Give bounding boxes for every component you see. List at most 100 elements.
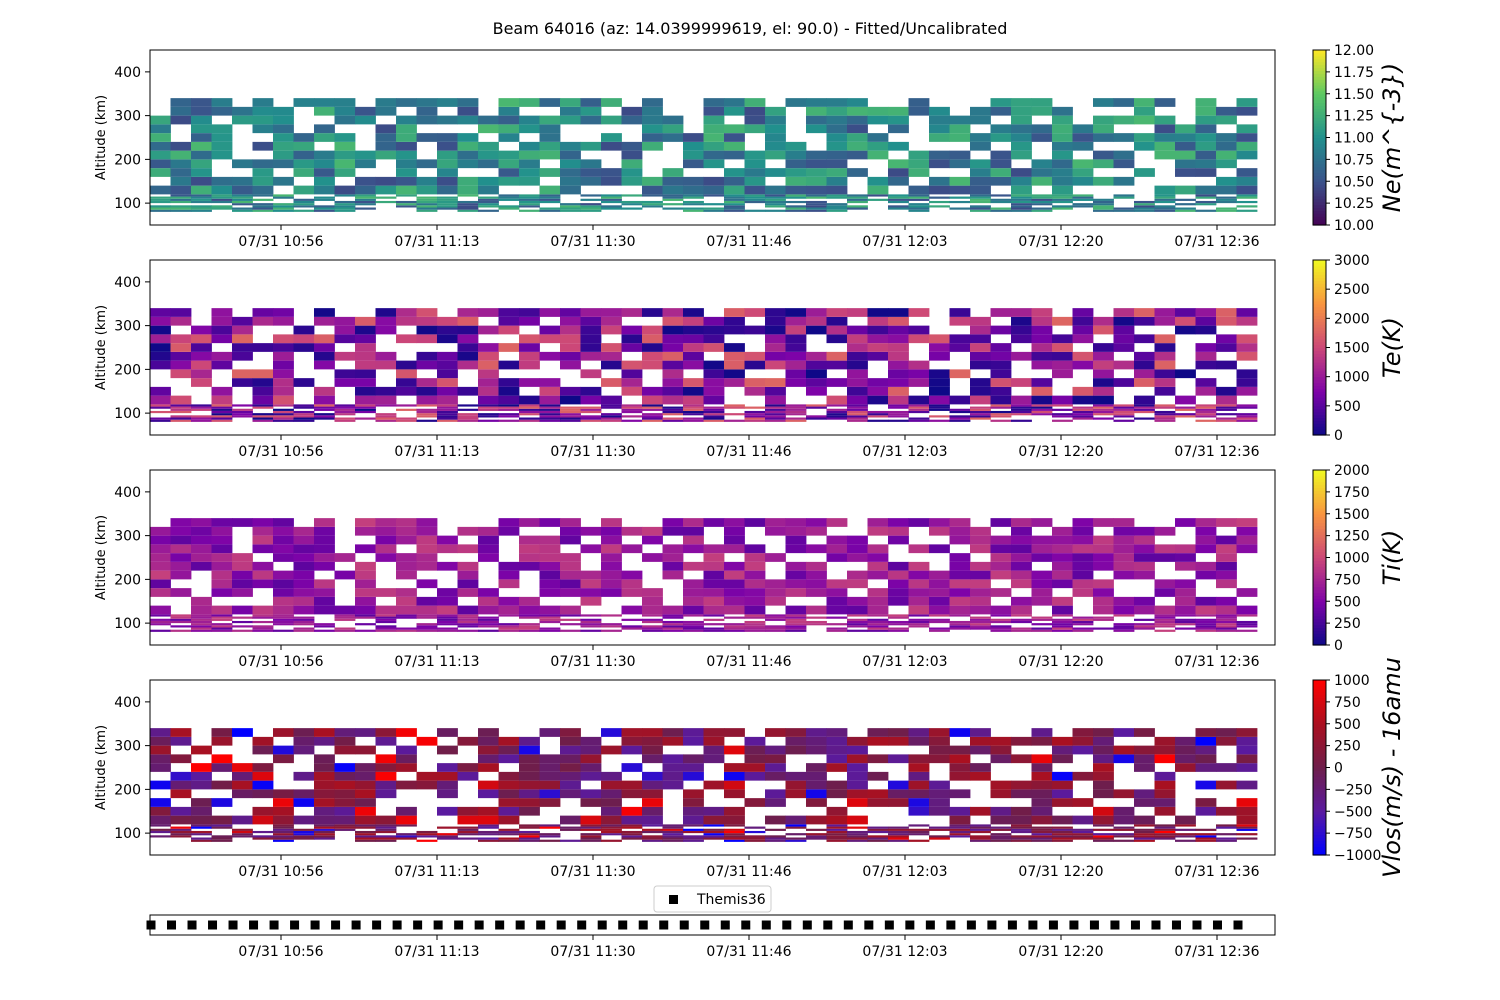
heatmap-cell bbox=[683, 395, 704, 405]
heatmap-cell bbox=[888, 200, 909, 204]
heatmap-cell bbox=[1236, 98, 1258, 107]
heatmap-cell bbox=[580, 159, 602, 169]
heatmap-cell bbox=[334, 826, 356, 829]
heatmap-cell bbox=[293, 526, 315, 536]
colorbar-swatch bbox=[1313, 347, 1326, 352]
heatmap-cell bbox=[1093, 369, 1114, 379]
heatmap-cell bbox=[191, 378, 212, 387]
heatmap-cell bbox=[252, 627, 274, 630]
heatmap-cell bbox=[785, 837, 807, 840]
heatmap-cell bbox=[806, 623, 827, 626]
heatmap-cell bbox=[273, 410, 294, 414]
heatmap-cell bbox=[1072, 771, 1094, 781]
heatmap-cell bbox=[170, 194, 192, 197]
heatmap-cell bbox=[1236, 378, 1258, 387]
heatmap-cell bbox=[990, 360, 1012, 370]
heatmap-cell bbox=[519, 561, 540, 571]
heatmap-cell bbox=[416, 133, 438, 142]
heatmap-cell bbox=[1052, 334, 1073, 344]
scatter-point bbox=[1192, 920, 1202, 930]
heatmap-cell bbox=[990, 806, 1012, 816]
heatmap-cell bbox=[724, 627, 745, 630]
heatmap-cell bbox=[170, 404, 192, 407]
colorbar-swatch bbox=[1313, 642, 1326, 646]
heatmap-cell bbox=[1031, 544, 1053, 554]
heatmap-cell bbox=[232, 351, 253, 361]
heatmap-cell bbox=[498, 159, 520, 169]
heatmap-cell bbox=[1195, 623, 1217, 626]
heatmap-cell bbox=[232, 200, 253, 204]
heatmap-cell bbox=[642, 771, 663, 781]
heatmap-cell bbox=[888, 334, 909, 344]
heatmap-cell bbox=[232, 815, 253, 825]
heatmap-cell bbox=[1216, 343, 1237, 352]
heatmap-cell bbox=[1113, 316, 1135, 326]
heatmap-cell bbox=[314, 207, 335, 210]
heatmap-cell bbox=[744, 620, 766, 624]
heatmap-cell bbox=[437, 185, 458, 195]
heatmap-cell bbox=[150, 736, 171, 746]
heatmap-cell bbox=[437, 544, 458, 554]
heatmap-cell bbox=[478, 185, 499, 195]
heatmap-cell bbox=[1175, 763, 1196, 772]
heatmap-cell bbox=[744, 325, 766, 335]
colorbar-swatch bbox=[1313, 350, 1326, 354]
heatmap-cell bbox=[375, 325, 397, 335]
heatmap-cell bbox=[396, 98, 417, 107]
heatmap-cell bbox=[1011, 627, 1032, 630]
heatmap-cell bbox=[457, 618, 479, 621]
colorbar-swatch bbox=[1313, 569, 1326, 573]
heatmap-cell bbox=[765, 351, 786, 361]
heatmap-cell bbox=[252, 830, 274, 834]
heatmap-cell bbox=[785, 176, 807, 186]
heatmap-cell bbox=[211, 415, 233, 418]
heatmap-cell bbox=[990, 553, 1012, 562]
heatmap-cell bbox=[580, 316, 602, 326]
x-tick-label: 07/31 12:20 bbox=[1018, 864, 1103, 880]
heatmap-cell bbox=[416, 596, 438, 606]
heatmap-cell bbox=[703, 115, 725, 125]
heatmap-cell bbox=[1195, 535, 1217, 545]
heatmap-cell bbox=[744, 194, 766, 197]
heatmap-cell bbox=[191, 815, 212, 825]
colorbar-swatch bbox=[1313, 612, 1326, 617]
heatmap-cell bbox=[621, 728, 643, 737]
heatmap-cell bbox=[252, 771, 274, 781]
heatmap-cell bbox=[560, 588, 581, 597]
heatmap-cell bbox=[416, 544, 438, 554]
heatmap-cell bbox=[580, 620, 602, 624]
heatmap-cell bbox=[970, 351, 991, 361]
heatmap-cell bbox=[416, 106, 438, 116]
heatmap-cell bbox=[457, 159, 479, 169]
heatmap-cell bbox=[703, 806, 725, 816]
heatmap-cell bbox=[580, 343, 602, 352]
heatmap-cell bbox=[1031, 176, 1053, 186]
heatmap-cell bbox=[170, 618, 192, 621]
heatmap-cell bbox=[170, 98, 192, 107]
heatmap-cell bbox=[888, 419, 909, 422]
colorbar-tick-label: 250 bbox=[1334, 739, 1361, 755]
heatmap-cell bbox=[314, 386, 335, 396]
heatmap-cell bbox=[847, 620, 868, 624]
heatmap-cell bbox=[724, 343, 745, 352]
heatmap-cell bbox=[1093, 150, 1114, 160]
heatmap-cell bbox=[1052, 625, 1073, 628]
heatmap-cell bbox=[1195, 728, 1217, 737]
heatmap-cell bbox=[314, 596, 335, 606]
heatmap-cell bbox=[539, 209, 561, 212]
figure-title: Beam 64016 (az: 14.0399999619, el: 90.0)… bbox=[493, 19, 1008, 38]
heatmap-cell bbox=[580, 754, 602, 764]
heatmap-cell bbox=[1134, 360, 1155, 370]
heatmap-cell bbox=[970, 588, 991, 597]
heatmap-cell bbox=[293, 771, 315, 781]
heatmap-cell bbox=[683, 176, 704, 186]
heatmap-cell bbox=[765, 579, 786, 589]
heatmap-cell bbox=[211, 561, 233, 571]
heatmap-cell bbox=[396, 150, 417, 160]
heatmap-cell bbox=[560, 308, 581, 317]
heatmap-cell bbox=[990, 826, 1012, 829]
heatmap-cell bbox=[150, 605, 171, 615]
heatmap-cell bbox=[273, 824, 294, 827]
heatmap-cell bbox=[806, 579, 827, 589]
